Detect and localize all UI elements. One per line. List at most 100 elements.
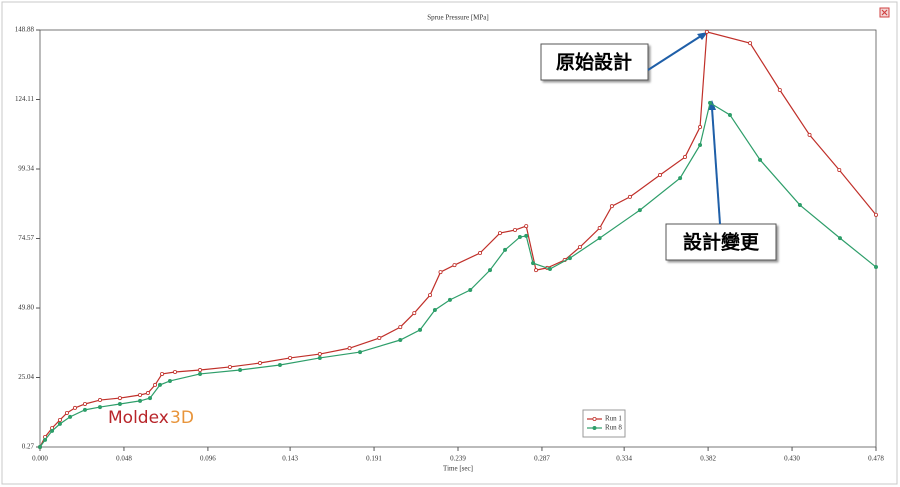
point-marker [145,391,150,396]
legend [582,409,626,438]
point-marker [452,263,457,268]
point-marker [658,173,663,178]
point-marker [288,355,293,360]
x-tick-label: 0.191 [366,455,382,463]
legend-label: Run 1 [605,415,622,423]
point-marker [153,382,158,387]
point-marker [57,421,62,426]
point-marker [837,236,842,241]
point-marker [418,327,423,332]
point-marker [524,233,529,238]
annotation-arrow [647,33,705,71]
x-tick-label: 0.430 [784,455,800,463]
y-tick-label: 0.27 [22,443,35,451]
point-marker [227,364,232,369]
point-marker [597,236,602,241]
point-marker [567,256,572,261]
point-marker [837,167,842,172]
point-marker [97,398,102,403]
annotation-box [665,223,777,261]
point-marker [534,268,539,273]
point-marker [377,336,382,341]
point-marker [50,428,55,433]
point-marker [524,224,529,229]
point-marker [698,125,703,130]
point-marker [531,261,536,266]
point-marker [432,307,437,312]
point-marker [797,203,802,208]
point-marker [97,405,102,410]
x-tick-label: 0.382 [700,455,716,463]
point-marker [683,155,688,160]
legend-label: Run 8 [605,424,622,432]
point-marker [167,378,172,383]
series-line [39,31,877,448]
x-tick-label: 0.096 [200,455,216,463]
point-marker [468,288,473,293]
y-tick-label: 148.88 [15,26,35,34]
arrow-head [697,32,708,40]
point-marker [198,368,203,373]
x-tick-label: 0.048 [116,455,132,463]
point-marker [398,338,403,343]
point-marker [758,157,763,162]
point-marker [488,268,493,273]
x-tick-label: 0.287 [534,455,550,463]
point-marker [82,407,87,412]
logo-text: Moldex [108,408,169,428]
point-marker [358,350,363,355]
point-marker [68,414,73,419]
point-marker [874,212,879,217]
y-tick-label: 124.11 [15,95,34,103]
point-marker [428,293,433,298]
annotation-box [540,43,649,81]
point-marker [698,142,703,147]
point-marker [198,371,203,376]
close-icon [881,9,888,16]
legend-marker [592,416,597,421]
point-marker [478,251,483,256]
point-marker [627,194,632,199]
point-marker [317,352,322,357]
point-marker [678,176,683,181]
point-marker [547,267,552,272]
point-marker [117,396,122,401]
point-marker [503,247,508,252]
point-marker [398,325,403,330]
annotation-arrow [711,107,721,225]
point-marker [748,41,753,46]
point-marker [157,382,162,387]
x-tick-label: 0.000 [32,455,48,463]
point-marker [597,226,602,231]
legend-marker [592,425,597,430]
point-marker [258,361,263,366]
point-marker [160,371,165,376]
point-marker [777,87,782,92]
annotation: 原始設計 [556,51,632,74]
point-marker [72,405,77,410]
point-marker [727,112,732,117]
point-marker [704,29,709,34]
point-marker [238,368,243,373]
point-marker [82,401,87,406]
point-marker [138,398,143,403]
point-marker [43,437,48,442]
x-tick-label: 0.143 [282,455,298,463]
x-tick-label: 0.478 [868,455,884,463]
point-marker [708,100,713,105]
x-axis-label: Time [sec] [443,465,473,473]
point-marker [317,355,322,360]
point-marker [148,396,153,401]
annotation: 設計變更 [683,231,760,254]
point-marker [447,297,452,302]
point-marker [807,132,812,137]
y-tick-label: 99.34 [18,165,34,173]
point-marker [117,401,122,406]
y-tick-label: 25.04 [18,373,34,381]
point-marker [609,204,614,209]
point-marker [64,410,69,415]
point-marker [412,311,417,316]
point-marker [347,346,352,351]
point-marker [517,235,522,240]
